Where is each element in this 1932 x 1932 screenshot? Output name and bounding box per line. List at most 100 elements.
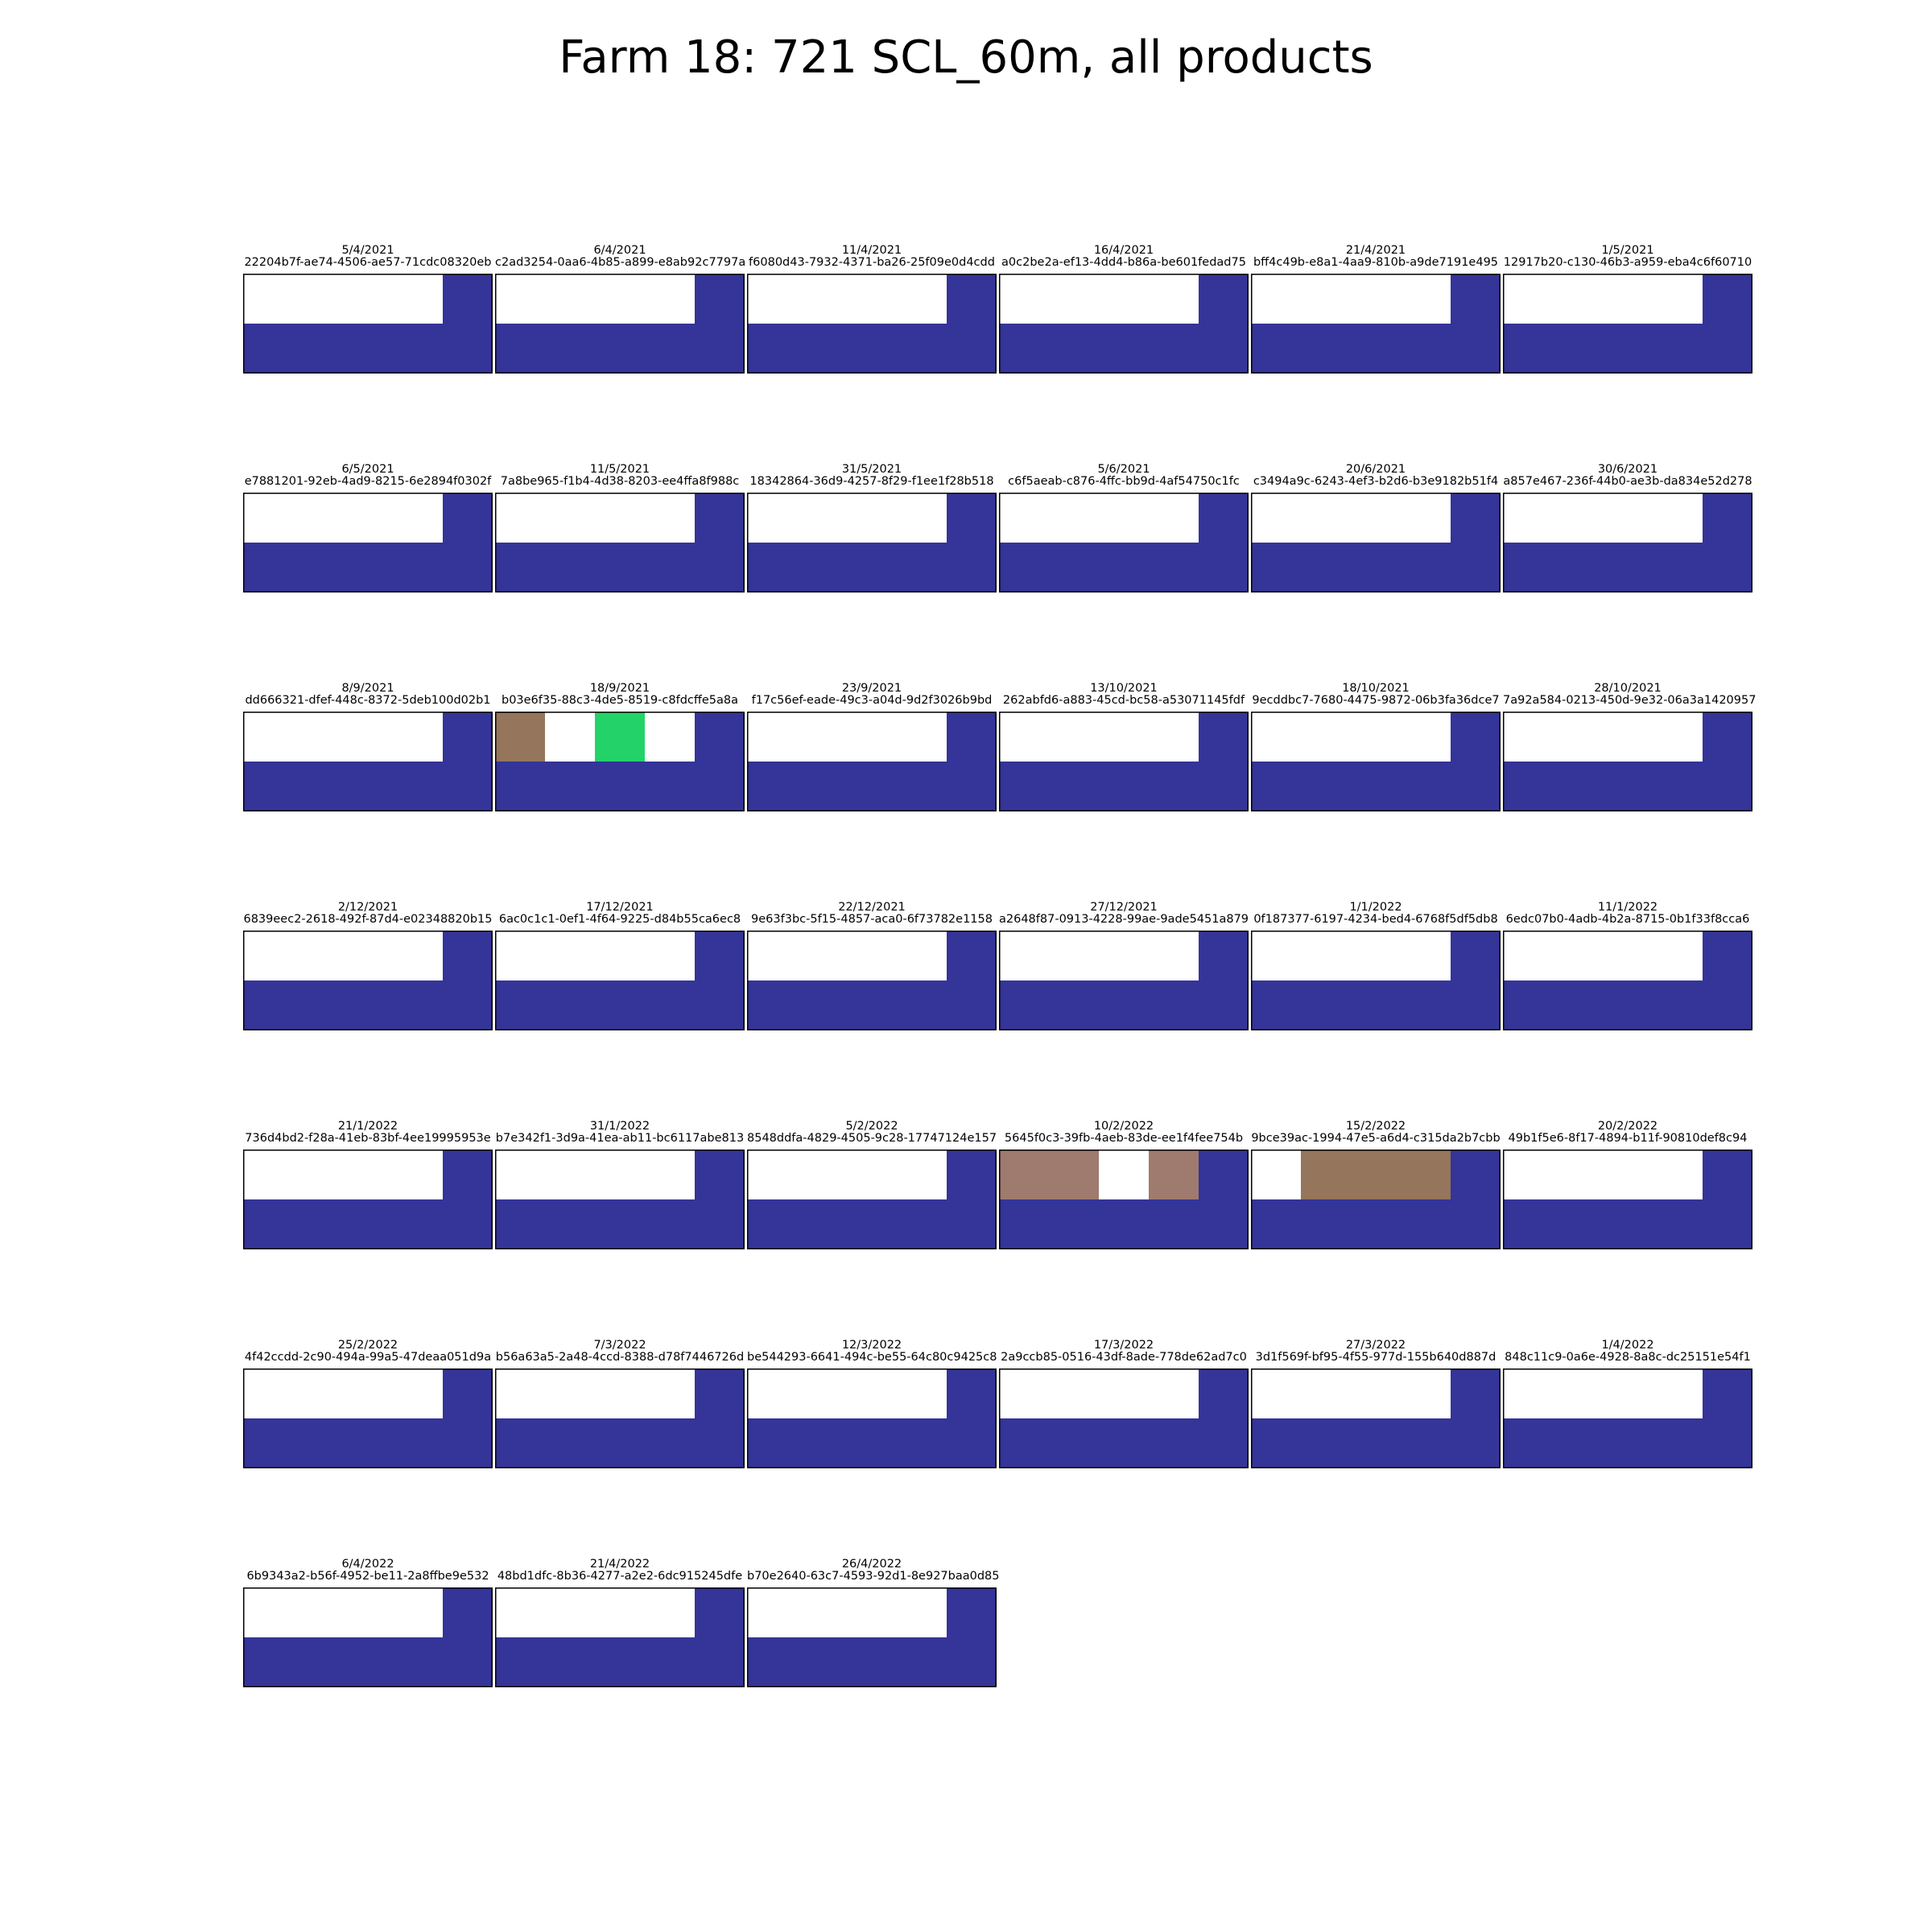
cell-water [495,1418,546,1468]
cell-water [797,1637,848,1687]
cell-greyish [1149,1150,1199,1200]
cell-water [545,1418,596,1468]
panel-frame [1503,931,1752,1030]
cell-nodata [1099,1368,1150,1419]
cell-water [645,980,696,1030]
cell-water [695,1587,745,1638]
cell-nodata [243,274,294,324]
cell-nodata [1653,493,1703,543]
panel-product-id: 6ac0c1c1-0ef1-4f64-9225-d84b55ca6ec8 [498,913,741,926]
cell-nodata [1251,1150,1302,1200]
cell-nodata [1301,931,1352,981]
scl-raster [495,1587,745,1687]
panel-date: 5/4/2021 [341,244,394,257]
cell-nodata [1251,1368,1302,1419]
cell-water [1099,1418,1150,1468]
cell-water [393,980,444,1030]
cell-water [847,762,898,811]
cell-nodata [595,274,646,324]
panel-product-id: c2ad3254-0aa6-4b85-a899-e8ab92c7797a [495,256,746,269]
cell-nodata [545,274,596,324]
scl-raster [747,274,997,374]
cell-water [797,543,848,592]
cell-water [797,1199,848,1249]
scl-raster [999,274,1249,374]
panel-plot [1251,274,1501,374]
cell-nodata [1049,1368,1100,1419]
cell-water [293,1637,344,1687]
cell-nodata [293,1587,344,1638]
panel-frame [495,1368,745,1468]
panel-plot [747,1368,997,1468]
scl-raster [747,1368,997,1468]
cell-water [1049,1199,1100,1249]
cell-water [1451,274,1501,324]
cell-nodata [595,1150,646,1200]
cell-nodata [847,493,898,543]
cell-nodata [645,274,696,324]
cell-water [1099,1199,1150,1249]
scl-raster [1503,931,1752,1030]
cell-water [443,1199,493,1249]
cell-nodata [1603,274,1653,324]
cell-nodata [393,493,444,543]
panel-plot [999,274,1249,374]
cell-nodata [545,931,596,981]
cell-water [243,762,294,811]
panel-frame [243,274,493,374]
scl-raster [243,1368,493,1468]
panel-date: 13/10/2021 [1090,682,1158,695]
panel-frame [1251,274,1501,374]
cell-water [1703,762,1752,811]
cell-nodata [393,274,444,324]
cell-water [1251,1199,1302,1249]
panel-frame [999,931,1249,1030]
panel-date: 22/12/2021 [838,901,906,914]
cell-water [947,1418,997,1468]
panel-frame [243,1587,493,1687]
cell-water [1653,1199,1703,1249]
cell-water [1703,1150,1752,1200]
scl-raster [1251,1368,1501,1468]
cell-nodata [1351,1368,1402,1419]
cell-water [1301,1199,1352,1249]
cell-nodata [1553,1368,1604,1419]
panel-frame [243,1368,493,1468]
cell-water [393,1418,444,1468]
cell-nodata [847,1150,898,1200]
cell-nodata [495,274,546,324]
panel-plot [495,493,745,592]
cell-water [545,762,596,811]
cell-water [1199,1368,1249,1419]
cell-water [695,980,745,1030]
panel-plot [999,1368,1249,1468]
cell-dark [1401,1150,1451,1200]
panel-date: 17/3/2022 [1093,1339,1154,1352]
cell-nodata [243,931,294,981]
panel-frame [1251,712,1501,811]
cell-water [695,274,745,324]
panel-product-id: 6839eec2-2618-492f-87d4-e02348820b15 [243,913,493,926]
cell-nodata [343,274,394,324]
cell-nodata [343,1587,394,1638]
cell-nodata [897,1587,947,1638]
scl-raster [999,931,1249,1030]
cell-water [1451,1199,1501,1249]
cell-nodata [293,1150,344,1200]
cell-water [897,543,947,592]
cell-water [495,1637,546,1687]
panel-product-id: dd666321-dfef-448c-8372-5deb100d02b1 [245,694,491,707]
cell-nodata [797,1587,848,1638]
cell-water [243,1418,294,1468]
cell-water [1503,324,1554,374]
cell-nodata [545,1368,596,1419]
panel-date: 21/4/2021 [1345,244,1406,257]
panel-frame [999,1150,1249,1249]
cell-nodata [343,1150,394,1200]
scl-raster [243,931,493,1030]
cell-nodata [1149,274,1199,324]
panel-frame [747,712,997,811]
cell-nodata [393,1368,444,1419]
panel-date: 18/9/2021 [589,682,650,695]
cell-water [443,1637,493,1687]
